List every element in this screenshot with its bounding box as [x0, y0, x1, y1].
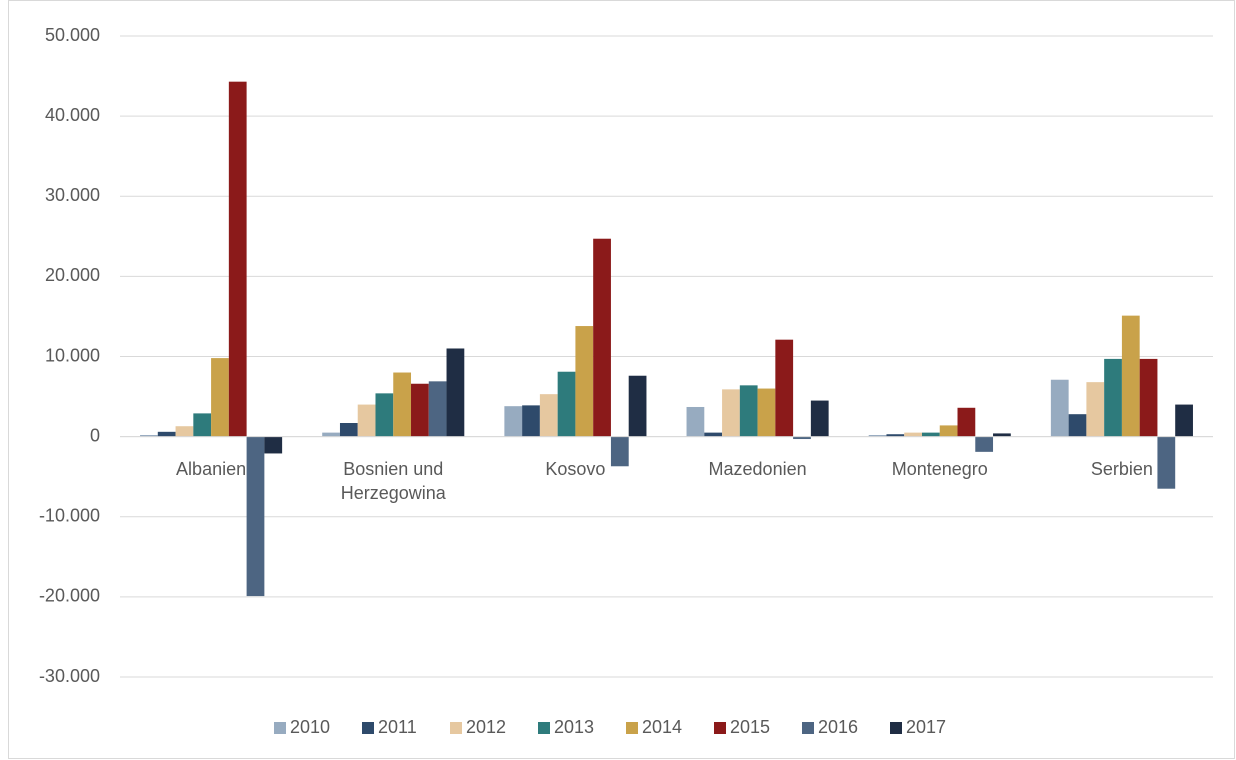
- bar: [375, 393, 394, 437]
- bar: [810, 400, 829, 437]
- bar: [357, 404, 376, 437]
- bar: [975, 436, 994, 452]
- legend-label: 2012: [466, 717, 506, 737]
- legend-swatch: [538, 722, 550, 734]
- bar: [610, 436, 629, 467]
- x-tick-label: Albanien: [176, 458, 247, 479]
- bar: [339, 423, 358, 437]
- bar: [557, 371, 576, 437]
- bar: [140, 435, 158, 437]
- legend-label: 2010: [290, 717, 330, 737]
- bar: [1175, 404, 1193, 437]
- bar: [993, 433, 1011, 437]
- legend-swatch: [362, 722, 374, 734]
- chart-frame: [8, 0, 1235, 759]
- bar: [739, 385, 758, 437]
- legend-label: 2014: [642, 717, 682, 737]
- bar: [939, 425, 958, 437]
- bar: [921, 432, 940, 437]
- bar: [522, 405, 540, 437]
- bar: [593, 238, 611, 437]
- legend-label: 2013: [554, 717, 594, 737]
- y-tick-label: -30.000: [39, 666, 100, 686]
- legend-label: 2016: [818, 717, 858, 737]
- bar: [393, 372, 412, 437]
- legend-swatch: [714, 722, 726, 734]
- bar: [539, 394, 558, 437]
- bar: [175, 426, 194, 437]
- bar: [246, 436, 265, 597]
- bar: [264, 436, 283, 454]
- bar: [628, 375, 647, 437]
- y-tick-label: 40.000: [45, 105, 100, 125]
- y-tick-label: 0: [90, 425, 100, 445]
- legend-label: 2015: [730, 717, 770, 737]
- bar: [904, 432, 922, 437]
- legend-label: 2017: [906, 717, 946, 737]
- bar: [1086, 382, 1105, 437]
- bar: [157, 431, 176, 437]
- bar: [1068, 414, 1087, 437]
- bar: [411, 383, 429, 437]
- y-tick-label: 50.000: [45, 25, 100, 45]
- bar: [428, 381, 447, 437]
- bar: [1050, 379, 1069, 437]
- bar: [446, 348, 465, 437]
- y-tick-label: 20.000: [45, 265, 100, 285]
- legend-swatch: [802, 722, 814, 734]
- x-tick-label: Serbien: [1090, 458, 1153, 479]
- legend-label: 2011: [378, 717, 417, 737]
- bar: [1139, 358, 1158, 437]
- y-tick-label: 30.000: [45, 185, 100, 205]
- bar: [957, 407, 976, 437]
- x-tick-label: Mazedonien: [708, 458, 807, 479]
- y-tick-label: 10.000: [45, 345, 100, 365]
- legend-swatch: [626, 722, 638, 734]
- bar: [1104, 358, 1122, 437]
- bar: [193, 413, 212, 437]
- legend-swatch: [890, 722, 902, 734]
- bar: [722, 389, 740, 437]
- bar: [757, 388, 776, 437]
- bar: [793, 436, 811, 440]
- y-tick-label: -20.000: [39, 586, 100, 606]
- bar: [504, 406, 523, 437]
- bar: [322, 432, 340, 437]
- x-tick-label: Montenegro: [891, 458, 988, 479]
- y-tick-label: -10.000: [39, 506, 100, 526]
- legend-swatch: [274, 722, 286, 734]
- bar: [704, 432, 723, 437]
- bar: [775, 339, 794, 437]
- x-tick-label: Kosovo: [545, 458, 606, 479]
- x-tick-label: Bosnien und Herzegowina: [340, 458, 446, 503]
- bar: [575, 326, 594, 437]
- bar: [211, 358, 229, 437]
- bar: [1157, 436, 1176, 489]
- bar: [1121, 315, 1140, 437]
- bar: [868, 435, 887, 437]
- bar: [228, 81, 247, 437]
- bar: [686, 406, 705, 437]
- bar: [886, 434, 905, 437]
- legend-swatch: [450, 722, 462, 734]
